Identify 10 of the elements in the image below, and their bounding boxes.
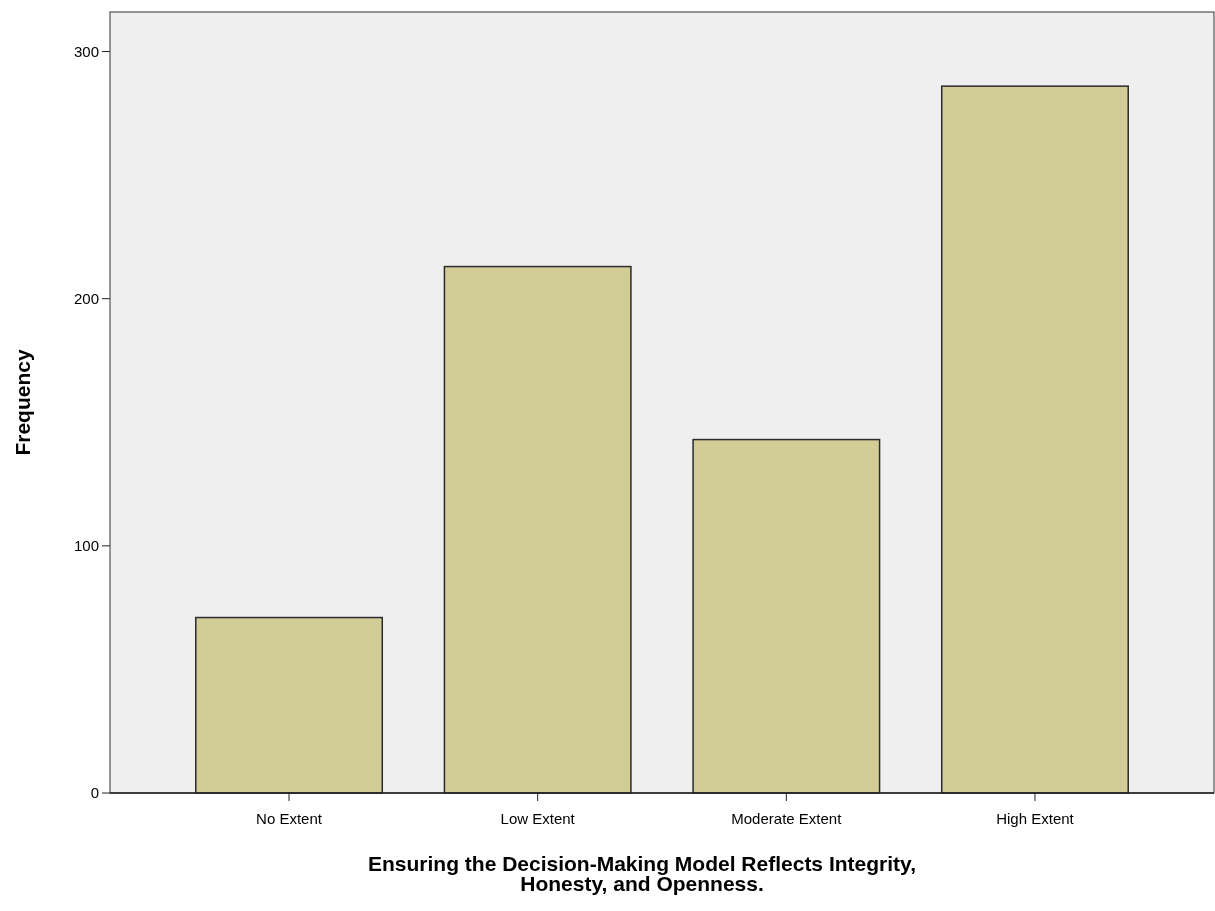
y-tick-label: 0 <box>90 784 99 802</box>
y-tick-label: 300 <box>73 42 99 60</box>
y-axis-title: Frequency <box>11 349 34 456</box>
y-tick-label: 100 <box>73 537 99 555</box>
x-tick-label: No Extent <box>256 810 323 827</box>
x-tick-label: Low Extent <box>500 810 576 827</box>
x-axis-title: Ensuring the Decision-Making Model Reflects Integrity, Honesty, and Openness. <box>367 852 917 895</box>
y-tick-label: 200 <box>73 289 99 307</box>
x-tick-label: Moderate Extent <box>731 810 843 827</box>
x-tick-label: High Extent <box>996 810 1075 827</box>
